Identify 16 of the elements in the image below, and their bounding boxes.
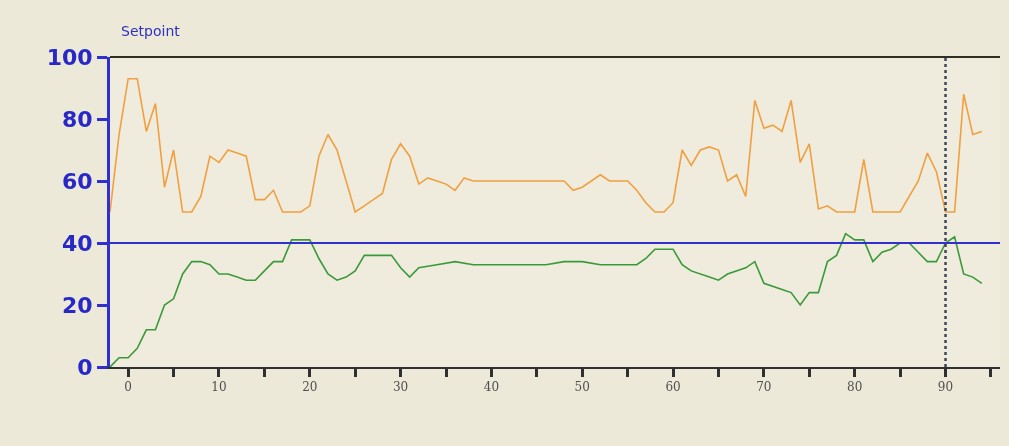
y-tick-label: 40 [61, 230, 93, 256]
x-tick-label: 70 [756, 380, 772, 395]
x-tick-label: 50 [574, 380, 590, 395]
x-tick-label: 30 [392, 380, 409, 395]
y-tick-label: 60 [61, 168, 93, 194]
y-tick-label: 100 [46, 44, 93, 70]
x-tick-label: 80 [847, 380, 863, 395]
x-tick-label: 60 [665, 380, 681, 395]
y-tick-label: 80 [61, 106, 93, 132]
x-tick-label: 10 [211, 380, 227, 395]
x-tick-label: 0 [124, 380, 132, 395]
x-tick-label: 20 [302, 380, 318, 395]
x-tick-label: 90 [937, 380, 954, 395]
x-tick-label: 40 [483, 380, 500, 395]
y-tick-label: 20 [61, 292, 93, 318]
chart-title: Setpoint [121, 23, 181, 40]
